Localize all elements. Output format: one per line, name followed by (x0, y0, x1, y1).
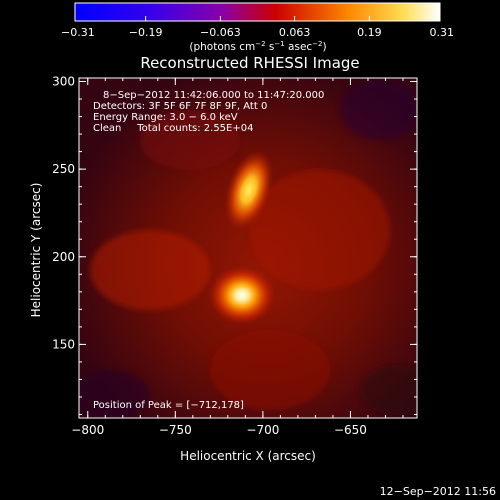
annotation-detectors: Detectors: 3F 5F 6F 7F 8F 9F, Att 0 (93, 101, 267, 112)
colorbar-tick-label: 0.063 (279, 26, 311, 39)
y-axis-label: Heliocentric Y (arcsec) (29, 183, 43, 318)
x-tick-label: −650 (334, 423, 367, 437)
colorbar-unit: (photons cm−2 s−1 asec−2) (189, 40, 326, 53)
peak-position-label: Position of Peak = [−712,178] (93, 400, 244, 411)
source-peak (207, 265, 276, 326)
colorbar-tick-label: −0.31 (61, 26, 95, 39)
annotation-clean-counts: Clean Total counts: 2.55E+04 (93, 123, 253, 134)
colorbar-tick-label: 0.19 (357, 26, 382, 39)
colorbar-tick-label: −0.19 (129, 26, 163, 39)
colorbar-tick-label: −0.063 (200, 26, 241, 39)
x-axis-ticks: −800 −750 −700 −650 (71, 78, 404, 437)
x-tick-label: −800 (71, 423, 104, 437)
emission-sources (207, 149, 276, 326)
x-axis-label: Heliocentric X (arcsec) (180, 449, 316, 463)
x-tick-label: −750 (159, 423, 192, 437)
plot-frame (78, 77, 418, 419)
colorbar-tick-label: 0.31 (430, 26, 455, 39)
footer-timestamp: 12−Sep−2012 11:56 (379, 485, 496, 498)
y-axis-ticks: 150 200 250 300 (52, 75, 417, 415)
x-tick-label: −700 (246, 423, 279, 437)
annotation-energy-range: Energy Range: 3.0 − 6.0 keV (93, 112, 238, 123)
source-secondary (224, 149, 274, 231)
y-tick-label: 250 (52, 162, 75, 176)
heatmap-image (79, 78, 417, 418)
y-tick-label: 150 (52, 337, 75, 351)
y-tick-label: 200 (52, 250, 75, 264)
annotation-time-range: 8−Sep−2012 11:42:06.000 to 11:47:20.000 (103, 90, 324, 101)
colorbar-ticks: −0.31 −0.19 −0.063 0.063 0.19 0.31 (61, 16, 454, 39)
chart-title: Reconstructed RHESSI Image (140, 54, 359, 72)
y-tick-label: 300 (52, 75, 75, 89)
colorbar (75, 3, 440, 21)
